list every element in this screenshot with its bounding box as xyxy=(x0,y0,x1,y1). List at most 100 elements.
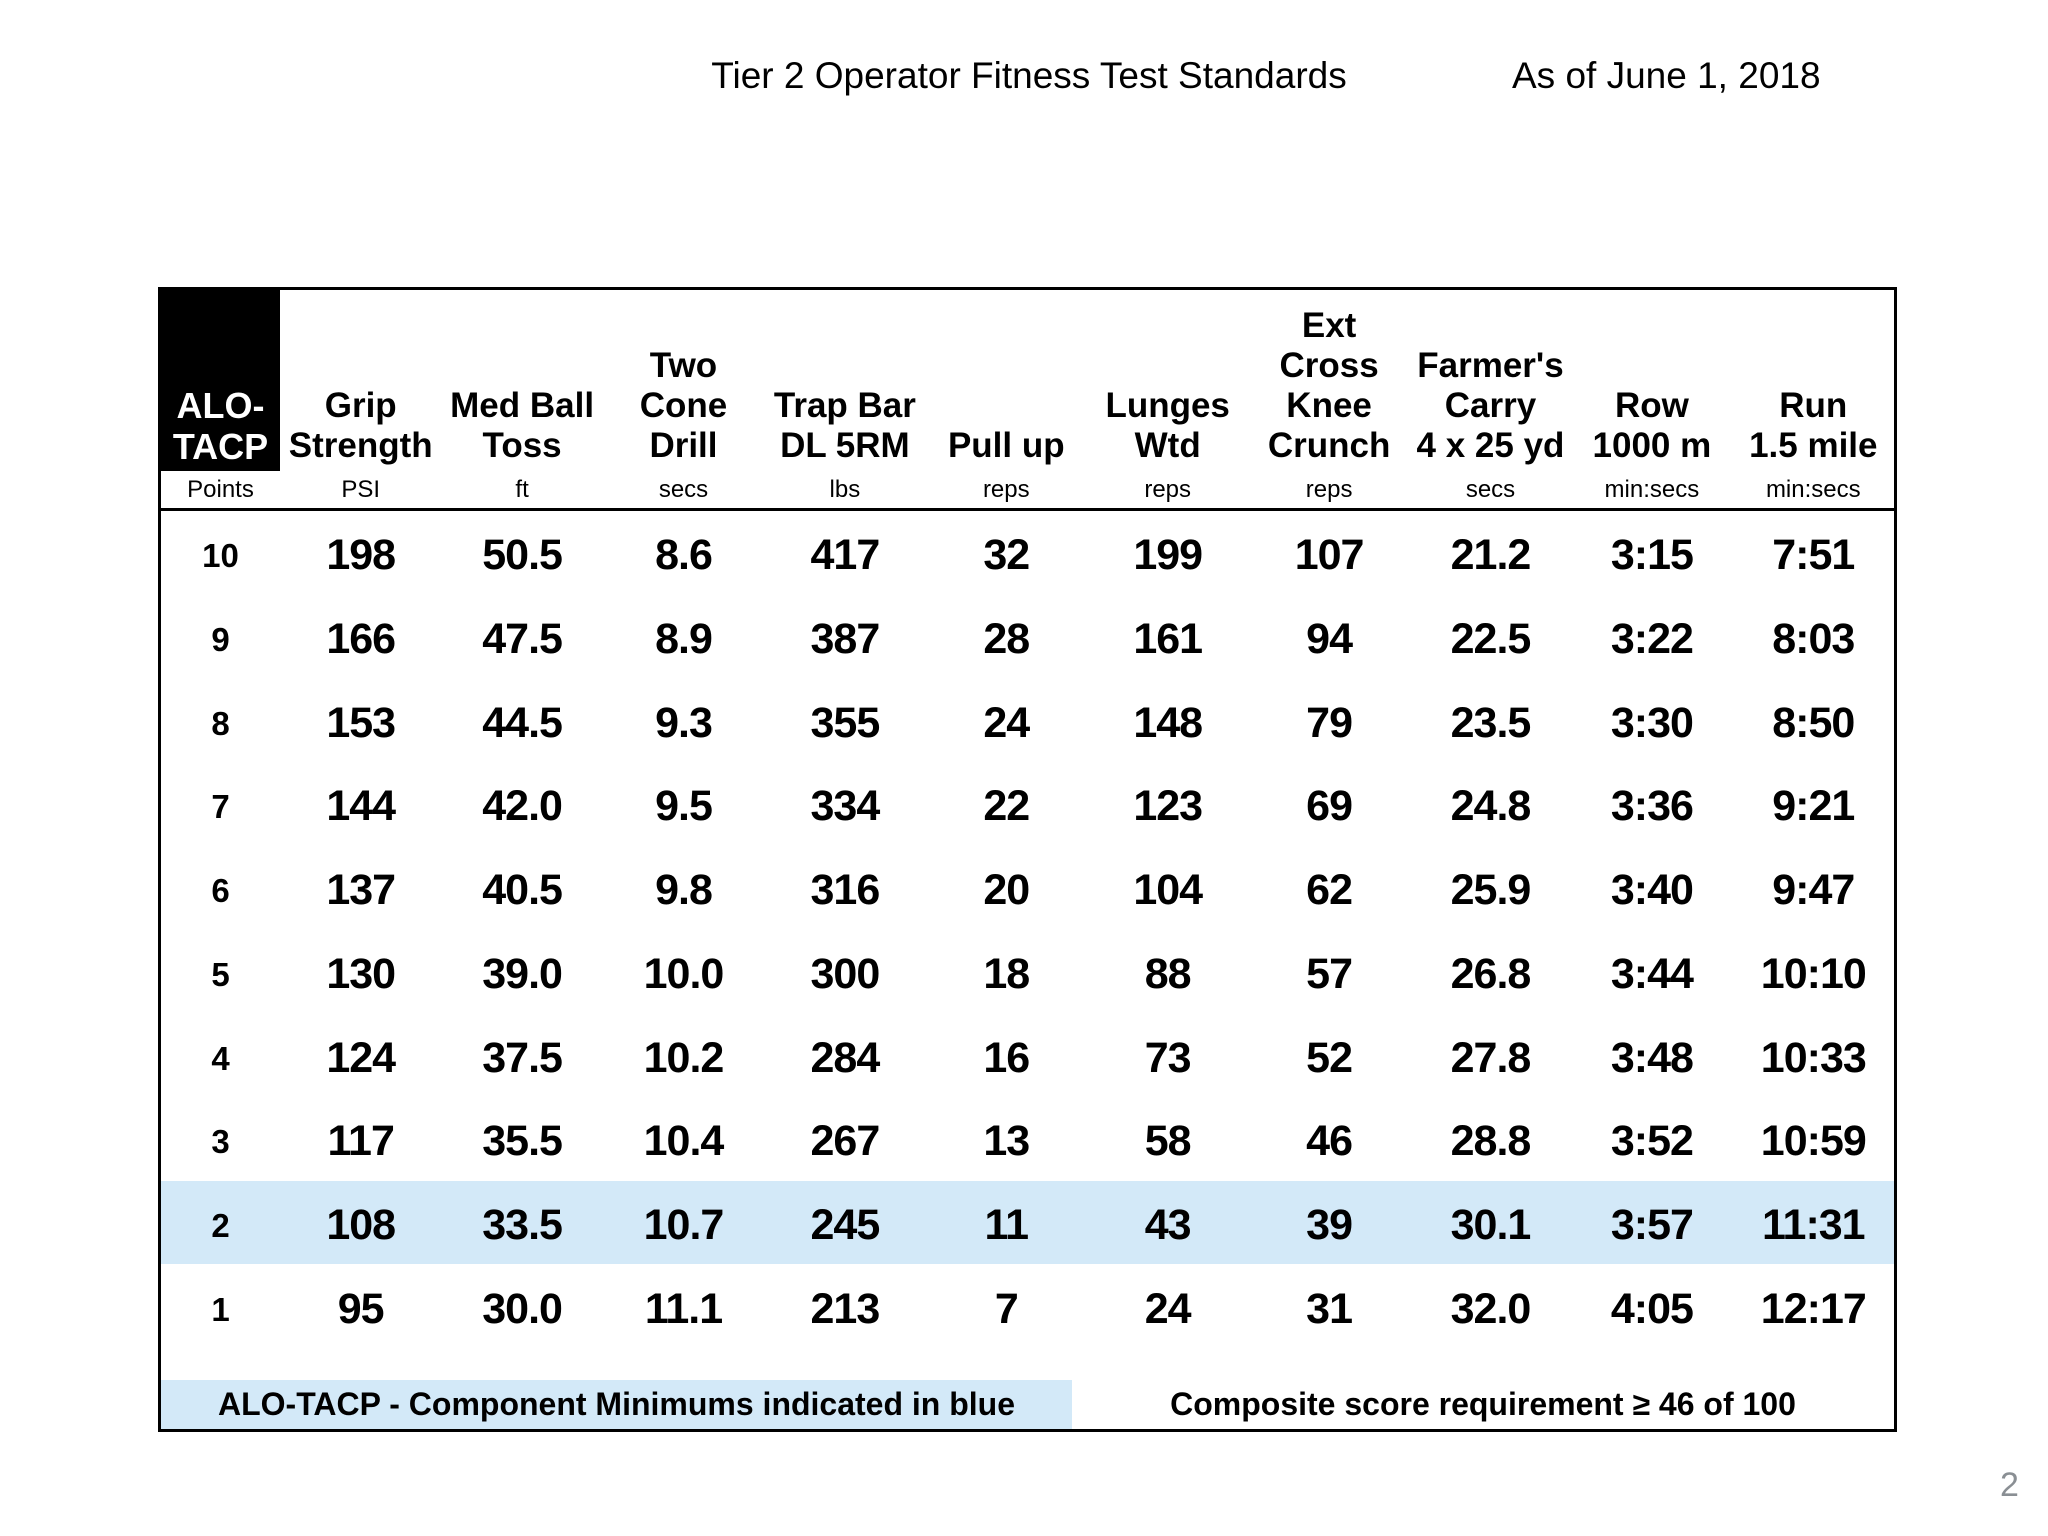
value-cell: 24 xyxy=(983,698,1030,747)
table-row: 8 153 44.5 9.3 355 24 148 79 23.5 3:30 8:50 xyxy=(161,678,1894,762)
value-cell: 33.5 xyxy=(482,1200,563,1249)
column-header-trap-bar-dl: Trap Bar DL 5RM xyxy=(773,386,916,466)
value-cell: 9.8 xyxy=(655,866,713,915)
value-cell: 3:57 xyxy=(1610,1200,1694,1249)
value-cell: 9:47 xyxy=(1772,866,1855,915)
table-row: 1 95 30.0 11.1 213 7 24 31 32.0 4:05 12:17 xyxy=(161,1264,1894,1348)
column-header-pull-up: Pull up xyxy=(947,426,1065,466)
value-cell: 39 xyxy=(1306,1200,1353,1249)
column-header-farmers-carry: Farmer's Carry 4 x 25 yd xyxy=(1416,346,1565,466)
value-cell: 108 xyxy=(326,1200,396,1249)
value-cell: 32 xyxy=(983,531,1030,580)
column-header-run-1-5-mile: Run 1.5 mile xyxy=(1749,386,1878,466)
value-cell: 107 xyxy=(1294,531,1365,580)
value-cell: 52 xyxy=(1306,1033,1353,1082)
page-title: Tier 2 Operator Fitness Test Standards xyxy=(711,55,1347,96)
value-cell: 10.4 xyxy=(643,1117,725,1166)
value-cell: 22 xyxy=(983,782,1030,831)
value-cell: 161 xyxy=(1133,615,1203,664)
points-cell: 5 xyxy=(211,955,230,993)
value-cell: 3:44 xyxy=(1610,949,1694,998)
value-cell: 10.0 xyxy=(643,949,725,998)
unit-min-secs: min:secs xyxy=(1765,475,1861,503)
value-cell: 3:40 xyxy=(1610,866,1694,915)
table-units-row: Points PSI ft secs lbs reps reps reps se… xyxy=(161,471,1894,511)
value-cell: 32.0 xyxy=(1450,1284,1532,1333)
value-cell: 8:50 xyxy=(1772,698,1855,747)
value-cell: 166 xyxy=(326,615,396,664)
value-cell: 50.5 xyxy=(482,531,563,580)
value-cell: 9.3 xyxy=(655,698,713,747)
unit-reps: reps xyxy=(1305,475,1353,503)
points-cell: 1 xyxy=(211,1290,230,1328)
value-cell: 95 xyxy=(337,1284,385,1333)
value-cell: 10:33 xyxy=(1760,1033,1867,1082)
points-cell: 7 xyxy=(211,788,230,826)
value-cell: 199 xyxy=(1133,531,1203,580)
value-cell: 124 xyxy=(326,1033,396,1082)
value-cell: 148 xyxy=(1133,698,1203,747)
value-cell: 94 xyxy=(1306,615,1353,664)
value-cell: 28.8 xyxy=(1450,1117,1532,1166)
unit-reps: reps xyxy=(1144,475,1192,503)
unit-psi: PSI xyxy=(341,475,381,503)
value-cell: 11.1 xyxy=(644,1284,723,1333)
points-cell: 9 xyxy=(211,621,230,659)
points-cell: 6 xyxy=(211,872,230,910)
column-header-two-cone-drill: Two Cone Drill xyxy=(639,346,728,466)
value-cell: 198 xyxy=(326,531,396,580)
table-body: 10 198 50.5 8.6 417 32 199 107 21.2 3:15 7:51 9 166 4… xyxy=(161,511,1894,1348)
points-cell: 4 xyxy=(211,1039,230,1077)
value-cell: 39.0 xyxy=(482,949,563,998)
value-cell: 24.8 xyxy=(1450,782,1532,831)
value-cell: 16 xyxy=(983,1033,1030,1082)
value-cell: 3:52 xyxy=(1610,1117,1694,1166)
value-cell: 387 xyxy=(810,615,881,664)
unit-secs: secs xyxy=(658,475,709,503)
value-cell: 12:17 xyxy=(1760,1284,1867,1333)
points-cell: 3 xyxy=(211,1123,230,1161)
value-cell: 46 xyxy=(1306,1117,1353,1166)
unit-points: Points xyxy=(187,475,254,503)
value-cell: 316 xyxy=(810,866,881,915)
value-cell: 3:22 xyxy=(1610,615,1694,664)
value-cell: 11:31 xyxy=(1761,1200,1866,1249)
value-cell: 300 xyxy=(810,949,881,998)
value-cell: 35.5 xyxy=(482,1117,563,1166)
value-cell: 58 xyxy=(1144,1117,1192,1166)
table-row: 7 144 42.0 9.5 334 22 123 69 24.8 3:36 9:21 xyxy=(161,762,1894,846)
value-cell: 42.0 xyxy=(482,782,563,831)
value-cell: 3:36 xyxy=(1610,782,1694,831)
value-cell: 8.9 xyxy=(655,615,713,664)
value-cell: 28 xyxy=(983,615,1030,664)
value-cell: 30.1 xyxy=(1450,1200,1532,1249)
value-cell: 144 xyxy=(326,782,396,831)
corner-header-alo-tacp: ALO- TACP xyxy=(161,290,280,471)
value-cell: 4:05 xyxy=(1610,1284,1694,1333)
value-cell: 10.2 xyxy=(643,1033,725,1082)
value-cell: 37.5 xyxy=(482,1033,563,1082)
value-cell: 267 xyxy=(810,1117,881,1166)
table-row: 2 108 33.5 10.7 245 11 43 39 30.1 3:57 11:31 xyxy=(161,1180,1894,1265)
value-cell: 9.5 xyxy=(655,782,713,831)
value-cell: 10.7 xyxy=(643,1200,725,1249)
value-cell: 417 xyxy=(810,531,881,580)
value-cell: 47.5 xyxy=(482,615,563,664)
value-cell: 20 xyxy=(983,866,1030,915)
value-cell: 21.2 xyxy=(1450,531,1532,580)
unit-reps: reps xyxy=(982,475,1030,503)
table-header-row: ALO- TACP Grip Strength Med Ball Toss Tw… xyxy=(161,290,1894,471)
value-cell: 284 xyxy=(810,1033,881,1082)
table-row: 10 198 50.5 8.6 417 32 199 107 21.2 3:15 7:51 xyxy=(161,511,1894,595)
value-cell: 9:21 xyxy=(1772,782,1855,831)
value-cell: 8.6 xyxy=(655,531,713,580)
table-row: 9 166 47.5 8.9 387 28 161 94 22.5 3:22 8:03 xyxy=(161,595,1894,679)
value-cell: 23.5 xyxy=(1450,698,1532,747)
fitness-standards-table: ALO- TACP Grip Strength Med Ball Toss Tw… xyxy=(158,287,1897,1432)
page-number: 2 xyxy=(2000,1466,2019,1504)
value-cell: 130 xyxy=(326,949,396,998)
value-cell: 245 xyxy=(810,1200,881,1249)
value-cell: 73 xyxy=(1144,1033,1192,1082)
value-cell: 40.5 xyxy=(482,866,563,915)
